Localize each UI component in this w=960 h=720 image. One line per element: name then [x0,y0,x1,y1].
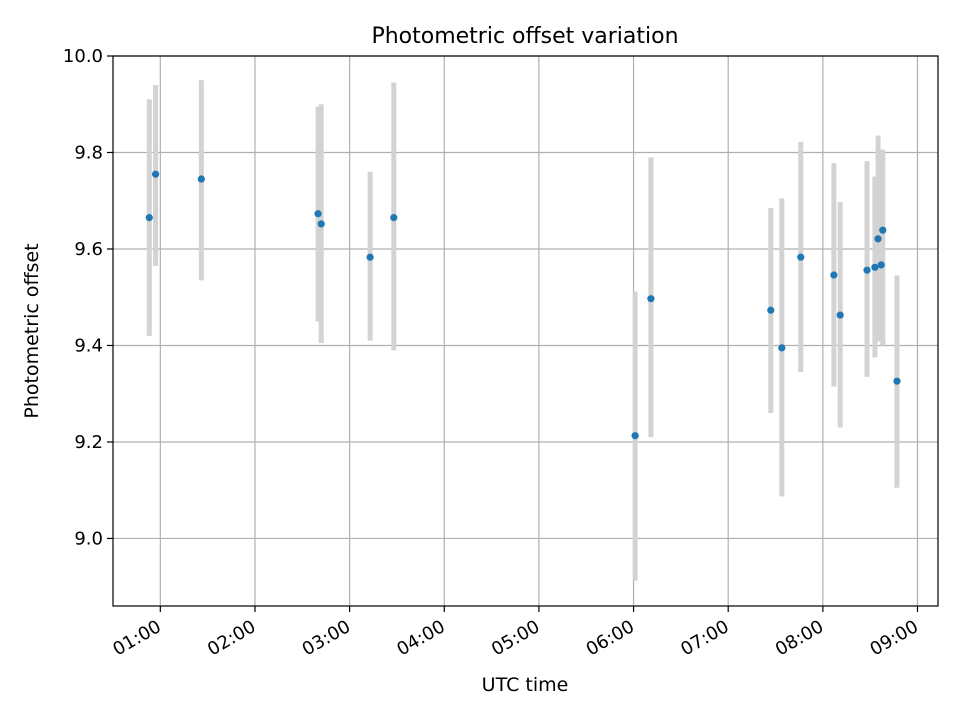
data-point [390,214,398,222]
data-point [366,253,374,261]
x-axis-label: UTC time [482,674,569,696]
data-point [767,306,775,314]
data-point [879,226,887,234]
data-point [317,220,325,228]
chart-title: Photometric offset variation [371,24,678,49]
y-axis-label: Photometric offset [21,243,43,418]
data-point [197,175,205,183]
data-point [797,253,805,261]
y-tick-label: 9.4 [74,335,103,356]
data-point [863,266,871,274]
data-point [836,311,844,319]
data-point [877,261,885,269]
y-tick-label: 9.8 [74,142,103,163]
data-point [151,170,160,178]
y-tick-label: 9.6 [74,239,103,260]
y-tick-label: 10.0 [63,46,103,67]
data-point [893,377,901,385]
y-tick-label: 9.2 [74,432,103,453]
data-point [874,235,882,243]
data-point [314,210,322,218]
plot-frame [112,55,939,607]
data-point [647,295,655,303]
data-markers [145,170,901,440]
data-point [631,432,639,440]
data-point [830,271,838,279]
y-tick-label: 9.0 [74,528,103,549]
data-point [778,344,786,352]
data-point [145,214,153,222]
y-axis-ticks: 9.0 9.2 9.4 9.6 9.8 10.0 [63,46,113,549]
data-point [871,263,879,271]
